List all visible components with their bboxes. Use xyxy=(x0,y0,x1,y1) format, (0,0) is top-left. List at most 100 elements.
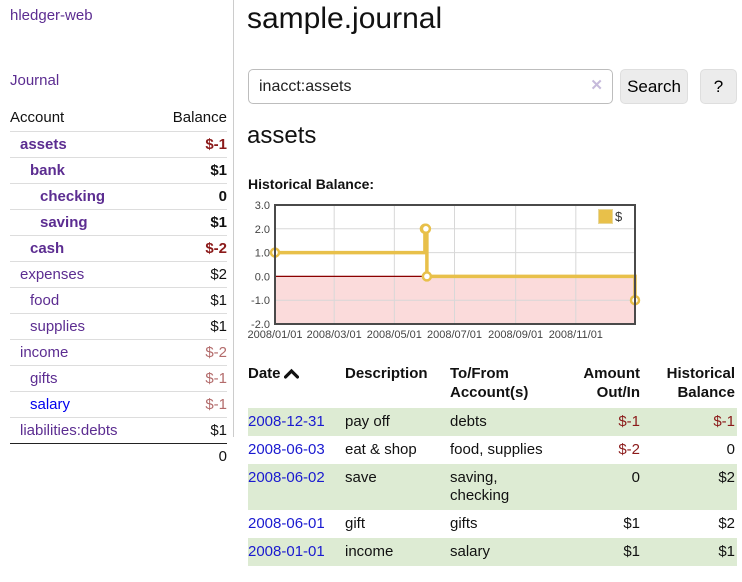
register-balance: $2 xyxy=(718,469,735,486)
sidebar-account-row: salary $-1 xyxy=(10,391,227,418)
sidebar-account-row: saving $1 xyxy=(10,209,227,236)
register-row: 2008-06-01 gift gifts $1 $2 xyxy=(248,510,737,538)
sidebar-account-balance: $-1 xyxy=(205,396,227,413)
sidebar-account-row: expenses $2 xyxy=(10,261,227,288)
register-row: 2008-06-03 eat & shop food, supplies $-2 0 xyxy=(248,436,737,464)
register-balance: $2 xyxy=(718,515,735,532)
svg-text:3.0: 3.0 xyxy=(255,200,270,212)
search-button[interactable]: Search xyxy=(620,69,688,104)
sidebar-account-link[interactable]: gifts xyxy=(30,370,58,387)
sidebar-account-row: liabilities:debts $1 xyxy=(10,417,227,444)
register-balance: $1 xyxy=(718,543,735,560)
sidebar-account-link[interactable]: liabilities:debts xyxy=(20,422,118,439)
app-title-link[interactable]: hledger-web xyxy=(10,7,93,24)
sidebar-account-balance: $1 xyxy=(210,318,227,335)
sidebar-item-journal[interactable]: Journal xyxy=(10,72,60,89)
svg-text:1.0: 1.0 xyxy=(255,248,270,260)
account-heading: assets xyxy=(247,122,317,149)
register-description: income xyxy=(345,543,394,560)
register-amount: $1 xyxy=(623,515,640,532)
search-box: ✕ xyxy=(248,69,613,104)
sidebar-account-balance: $1 xyxy=(210,162,227,179)
sidebar-account-link[interactable]: assets xyxy=(20,136,67,153)
register-row: 2008-12-31 pay off debts $-1 $-1 xyxy=(248,408,737,436)
register-row: 2008-01-01 income salary $1 $1 xyxy=(248,538,737,566)
register-description: save xyxy=(345,469,377,486)
sidebar-account-balance: $1 xyxy=(210,292,227,309)
sidebar-account-link[interactable]: cash xyxy=(30,240,65,257)
svg-text:2008/05/01: 2008/05/01 xyxy=(367,329,422,341)
sidebar-account-link[interactable]: food xyxy=(30,292,60,309)
svg-text:2.0: 2.0 xyxy=(255,224,270,236)
register-date-link[interactable]: 2008-06-01 xyxy=(248,515,325,532)
sidebar-account-balance: 0 xyxy=(218,188,227,205)
register-table: Date Description To/From Account(s) Amou… xyxy=(248,361,737,566)
register-accounts: gifts xyxy=(450,515,478,532)
register-header-accounts: To/From Account(s) xyxy=(450,365,529,401)
register-accounts: saving, checking xyxy=(450,469,510,504)
svg-text:2008/07/01: 2008/07/01 xyxy=(427,329,482,341)
svg-text:2008/01/01: 2008/01/01 xyxy=(247,329,302,341)
chart-legend: $ xyxy=(598,209,622,224)
sidebar-account-row: assets $-1 xyxy=(10,131,227,158)
register-header-balance: Historical Balance xyxy=(666,365,735,401)
register-description: eat & shop xyxy=(345,441,417,458)
register-date-link[interactable]: 2008-12-31 xyxy=(248,413,325,430)
sidebar-account-balance: $-1 xyxy=(205,370,227,387)
sidebar-account-link[interactable]: bank xyxy=(30,162,66,179)
register-header-description: Description xyxy=(345,365,428,382)
register-balance: 0 xyxy=(726,441,735,458)
accounts-header-balance: Balance xyxy=(172,109,227,126)
sidebar-account-link[interactable]: salary xyxy=(30,396,71,413)
help-button[interactable]: ? xyxy=(700,69,737,104)
sidebar-total-balance: 0 xyxy=(218,448,227,465)
register-amount: 0 xyxy=(631,469,640,486)
svg-text:2008/03/01: 2008/03/01 xyxy=(307,329,362,341)
register-description: pay off xyxy=(345,413,390,430)
sidebar-divider xyxy=(233,0,234,437)
sidebar-account-link[interactable]: expenses xyxy=(20,266,85,283)
sidebar-account-row: cash $-2 xyxy=(10,235,227,262)
sidebar-account-link[interactable]: saving xyxy=(40,214,88,231)
sidebar-account-row: supplies $1 xyxy=(10,313,227,340)
register-date-link[interactable]: 2008-06-02 xyxy=(248,469,325,486)
register-header-amount: Amount Out/In xyxy=(583,365,640,401)
sidebar-account-row: gifts $-1 xyxy=(10,365,227,392)
sidebar-account-link[interactable]: income xyxy=(20,344,69,361)
sidebar-account-balance: $2 xyxy=(210,266,227,283)
register-amount: $-1 xyxy=(618,413,640,430)
svg-text:-1.0: -1.0 xyxy=(251,295,270,307)
sidebar-account-balance: $-1 xyxy=(205,136,227,153)
legend-label: $ xyxy=(615,209,623,224)
page-title: sample.journal xyxy=(247,2,443,35)
register-amount: $-2 xyxy=(618,441,640,458)
clear-search-icon[interactable]: ✕ xyxy=(590,77,603,94)
register-description: gift xyxy=(345,515,366,532)
sidebar-account-row: checking 0 xyxy=(10,183,227,210)
svg-text:2008/11/01: 2008/11/01 xyxy=(549,329,603,341)
register-amount: $1 xyxy=(623,543,640,560)
svg-text:-2.0: -2.0 xyxy=(251,319,270,331)
register-header-row: Date Description To/From Account(s) Amou… xyxy=(248,361,737,408)
register-row: 2008-06-02 save saving, checking 0 $2 xyxy=(248,464,737,510)
register-header-date[interactable]: Date xyxy=(248,361,345,408)
register-balance: $-1 xyxy=(713,413,735,430)
register-date-link[interactable]: 2008-01-01 xyxy=(248,543,325,560)
sidebar-account-link[interactable]: supplies xyxy=(30,318,86,335)
sidebar-total-row: 0 xyxy=(10,443,227,470)
sidebar-account-link[interactable]: checking xyxy=(40,188,106,205)
register-accounts: debts xyxy=(450,413,487,430)
sidebar-account-balance: $1 xyxy=(210,214,227,231)
sidebar-account-balance: $-2 xyxy=(205,240,227,257)
svg-text:0.0: 0.0 xyxy=(255,271,270,283)
sidebar-account-row: bank $1 xyxy=(10,157,227,184)
accounts-header-account: Account xyxy=(10,109,65,126)
series-swatch-icon xyxy=(598,209,613,224)
sidebar-account-balance: $-2 xyxy=(205,344,227,361)
register-date-link[interactable]: 2008-06-03 xyxy=(248,441,325,458)
sidebar-account-balance: $1 xyxy=(210,422,227,439)
accounts-tree-table: Account Balance assets $-1 bank $1 checking 0… xyxy=(10,106,227,469)
historical-balance-chart: 3.0 2.0 1.0 0.0 -1.0 -2.0 2008/01/01 2008/03/01… xyxy=(244,200,742,348)
search-input[interactable] xyxy=(248,69,613,104)
